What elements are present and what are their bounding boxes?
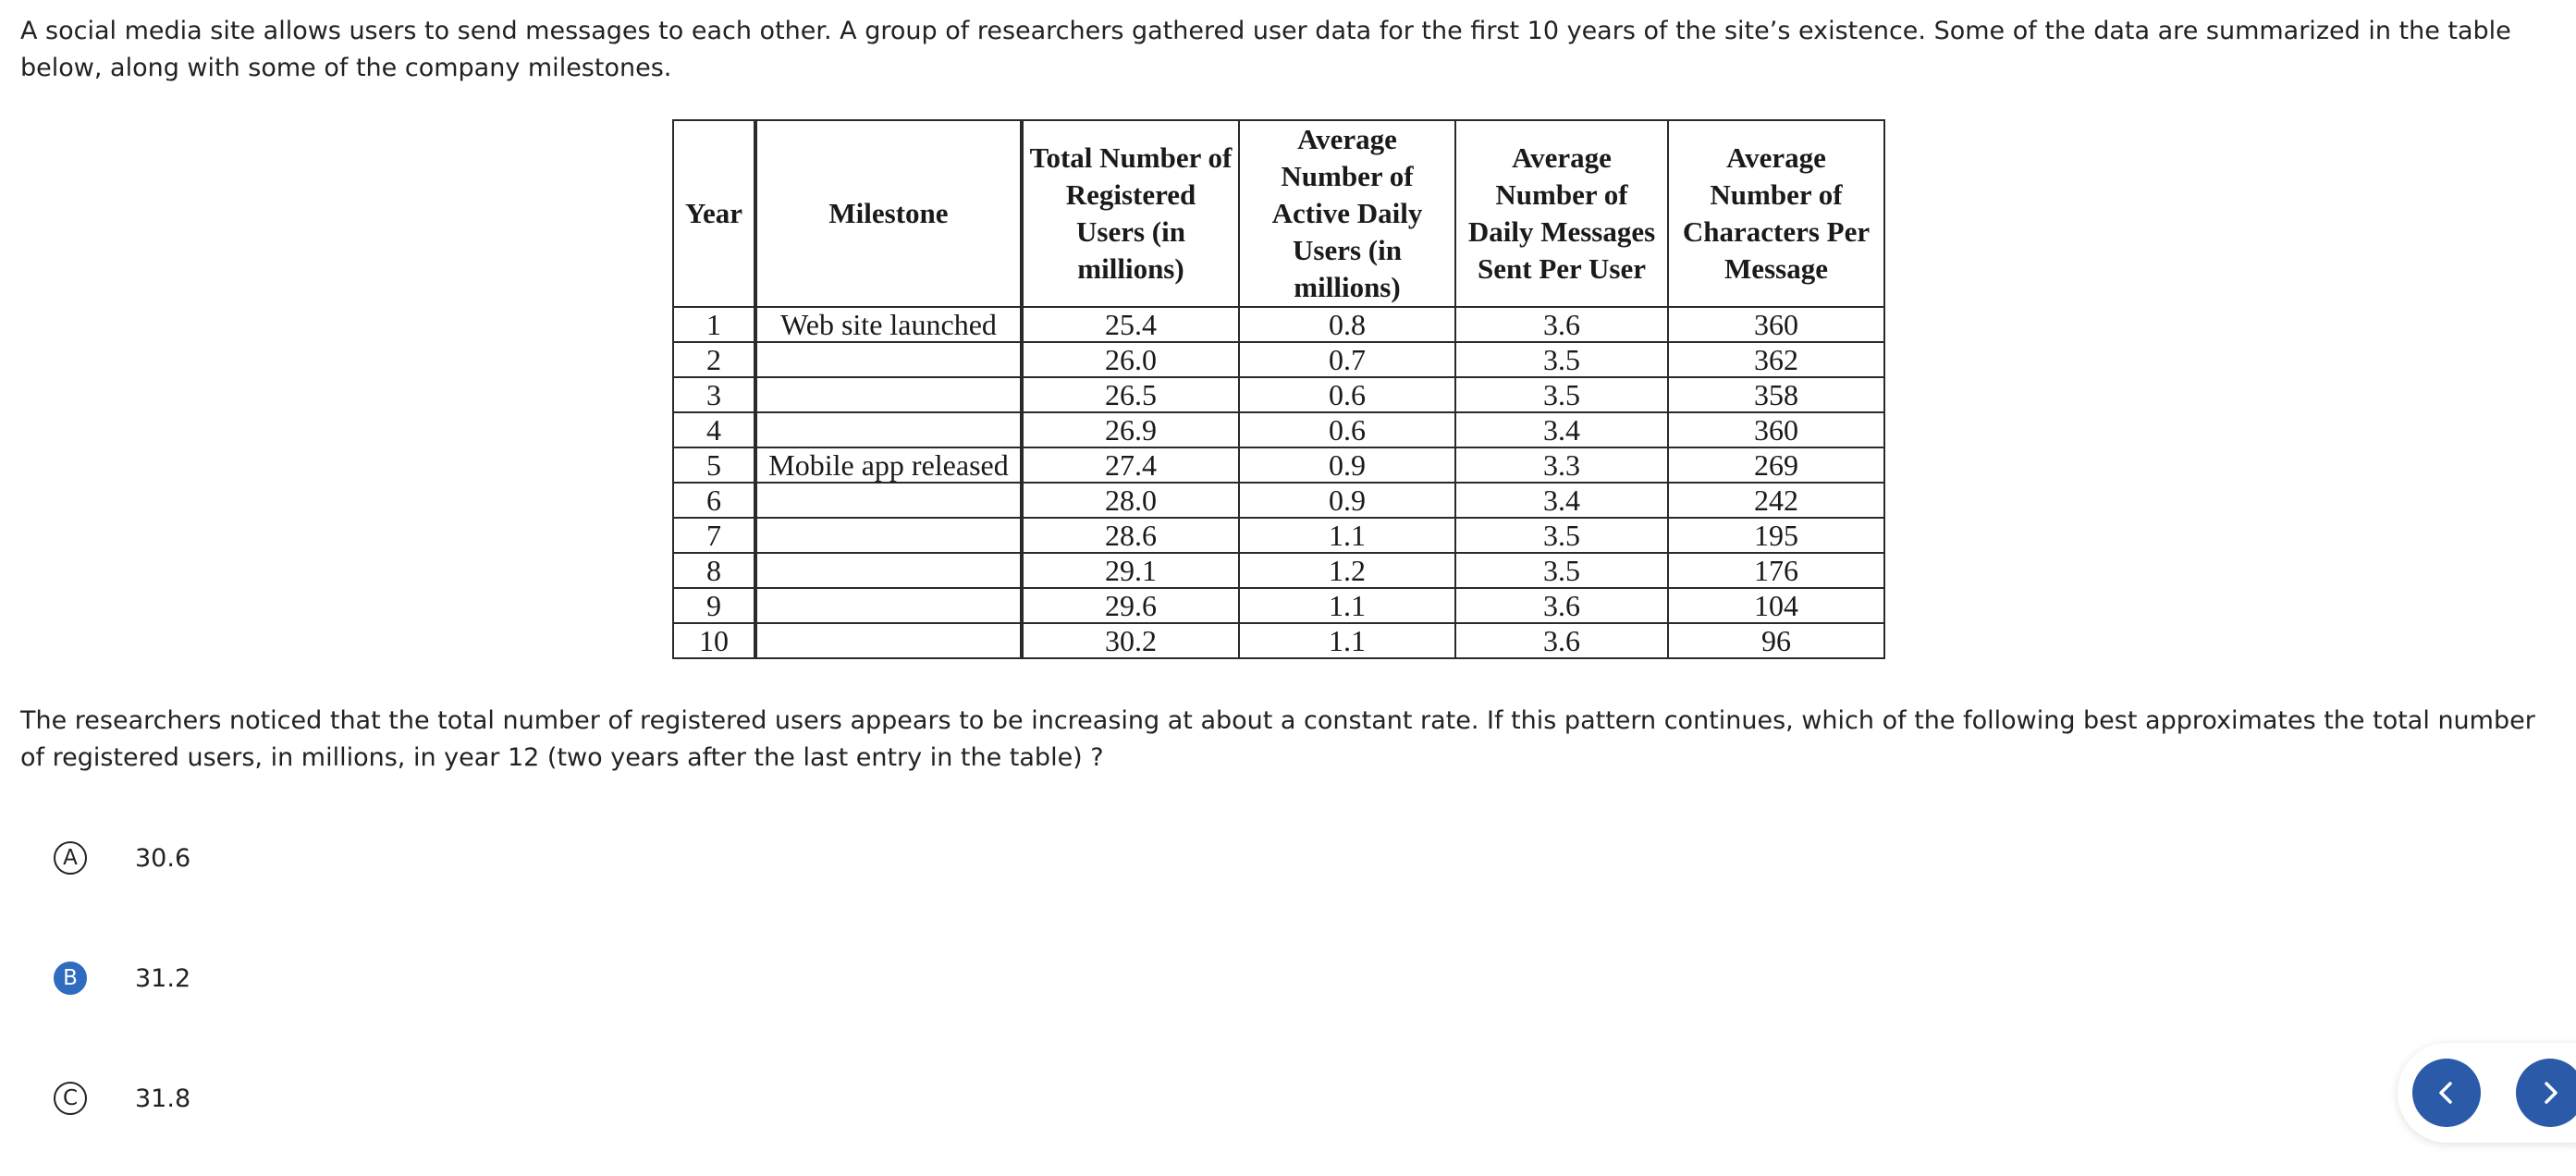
cell-registered-users: 29.1 <box>1021 552 1240 589</box>
cell-daily-messages: 3.6 <box>1454 622 1669 659</box>
cell-registered-users: 25.4 <box>1021 306 1240 343</box>
cell-registered-users: 29.6 <box>1021 587 1240 624</box>
cell-year: 4 <box>672 411 757 448</box>
cell-year: 5 <box>672 447 757 484</box>
cell-daily-messages: 3.4 <box>1454 482 1669 519</box>
cell-active-daily-users: 0.6 <box>1238 376 1456 413</box>
chevron-left-icon <box>2439 1082 2452 1104</box>
cell-characters: 104 <box>1667 587 1885 624</box>
cell-year: 1 <box>672 306 757 343</box>
cell-active-daily-users: 0.9 <box>1238 447 1456 484</box>
data-table: Year Milestone Total Number of Registere… <box>672 119 1885 659</box>
next-button[interactable] <box>2516 1059 2576 1127</box>
choice-letter-a: A <box>54 841 87 875</box>
table-row: 2 26.0 0.7 3.5 362 <box>672 341 1885 378</box>
cell-daily-messages: 3.5 <box>1454 341 1669 378</box>
cell-characters: 96 <box>1667 622 1885 659</box>
table-row: 9 29.6 1.1 3.6 104 <box>672 587 1885 624</box>
cell-characters: 242 <box>1667 482 1885 519</box>
table-row: 7 28.6 1.1 3.5 195 <box>672 517 1885 554</box>
cell-daily-messages: 3.5 <box>1454 517 1669 554</box>
cell-registered-users: 26.5 <box>1021 376 1240 413</box>
cell-active-daily-users: 1.1 <box>1238 587 1456 624</box>
column-header-active-daily-users: Average Number of Active Daily Users (in… <box>1238 119 1456 308</box>
choice-value-c: 31.8 <box>135 1084 191 1113</box>
cell-milestone <box>754 341 1024 378</box>
cell-year: 8 <box>672 552 757 589</box>
cell-year: 6 <box>672 482 757 519</box>
cell-year: 9 <box>672 587 757 624</box>
table-row: 10 30.2 1.1 3.6 96 <box>672 622 1885 659</box>
column-header-characters: Average Number of Characters Per Message <box>1667 119 1885 308</box>
cell-milestone <box>754 517 1024 554</box>
chevron-right-icon <box>2545 1082 2558 1104</box>
table-header-row: Year Milestone Total Number of Registere… <box>672 119 1885 308</box>
table-row: 6 28.0 0.9 3.4 242 <box>672 482 1885 519</box>
cell-milestone <box>754 376 1024 413</box>
cell-characters: 358 <box>1667 376 1885 413</box>
cell-active-daily-users: 1.2 <box>1238 552 1456 589</box>
cell-daily-messages: 3.5 <box>1454 552 1669 589</box>
table-body: 1 Web site launched 25.4 0.8 3.6 360 2 26.0 0.7 3… <box>672 306 1885 659</box>
cell-active-daily-users: 0.8 <box>1238 306 1456 343</box>
cell-daily-messages: 3.6 <box>1454 587 1669 624</box>
cell-characters: 176 <box>1667 552 1885 589</box>
intro-text: A social media site allows users to send… <box>20 17 2511 82</box>
cell-characters: 269 <box>1667 447 1885 484</box>
table-row: 5 Mobile app released 27.4 0.9 3.3 269 <box>672 447 1885 484</box>
cell-characters: 360 <box>1667 411 1885 448</box>
table-row: 1 Web site launched 25.4 0.8 3.6 360 <box>672 306 1885 343</box>
table-row: 8 29.1 1.2 3.5 176 <box>672 552 1885 589</box>
choice-value-b: 31.2 <box>135 963 191 993</box>
cell-year: 3 <box>672 376 757 413</box>
table-row: 3 26.5 0.6 3.5 358 <box>672 376 1885 413</box>
cell-registered-users: 27.4 <box>1021 447 1240 484</box>
cell-characters: 360 <box>1667 306 1885 343</box>
cell-registered-users: 26.0 <box>1021 341 1240 378</box>
cell-milestone <box>754 587 1024 624</box>
cell-milestone <box>754 411 1024 448</box>
cell-active-daily-users: 1.1 <box>1238 517 1456 554</box>
cell-registered-users: 26.9 <box>1021 411 1240 448</box>
cell-year: 7 <box>672 517 757 554</box>
cell-active-daily-users: 1.1 <box>1238 622 1456 659</box>
cell-registered-users: 30.2 <box>1021 622 1240 659</box>
cell-active-daily-users: 0.9 <box>1238 482 1456 519</box>
cell-active-daily-users: 0.6 <box>1238 411 1456 448</box>
column-header-milestone: Milestone <box>754 119 1024 308</box>
question-text: The researchers noticed that the total n… <box>20 706 2535 772</box>
cell-daily-messages: 3.6 <box>1454 306 1669 343</box>
cell-milestone: Mobile app released <box>754 447 1024 484</box>
column-header-daily-messages: Average Number of Daily Messages Sent Pe… <box>1454 119 1669 308</box>
choice-letter-b: B <box>54 962 87 995</box>
cell-year: 2 <box>672 341 757 378</box>
choice-value-a: 30.6 <box>135 843 191 873</box>
answer-choice-a[interactable]: A 30.6 <box>54 838 190 878</box>
cell-characters: 362 <box>1667 341 1885 378</box>
navigation-bar <box>2398 1043 2576 1143</box>
cell-milestone: Web site launched <box>754 306 1024 343</box>
previous-button[interactable] <box>2412 1059 2481 1127</box>
cell-characters: 195 <box>1667 517 1885 554</box>
cell-active-daily-users: 0.7 <box>1238 341 1456 378</box>
cell-milestone <box>754 552 1024 589</box>
cell-year: 10 <box>672 622 757 659</box>
column-header-registered-users: Total Number of Registered Users (in mil… <box>1021 119 1240 308</box>
cell-milestone <box>754 622 1024 659</box>
table-row: 4 26.9 0.6 3.4 360 <box>672 411 1885 448</box>
cell-daily-messages: 3.4 <box>1454 411 1669 448</box>
answer-choice-c[interactable]: C 31.8 <box>54 1078 190 1119</box>
answer-choice-b[interactable]: B 31.2 <box>54 958 190 998</box>
cell-milestone <box>754 482 1024 519</box>
cell-registered-users: 28.6 <box>1021 517 1240 554</box>
cell-registered-users: 28.0 <box>1021 482 1240 519</box>
cell-daily-messages: 3.3 <box>1454 447 1669 484</box>
column-header-year: Year <box>672 119 757 308</box>
choice-letter-c: C <box>54 1082 87 1115</box>
cell-daily-messages: 3.5 <box>1454 376 1669 413</box>
